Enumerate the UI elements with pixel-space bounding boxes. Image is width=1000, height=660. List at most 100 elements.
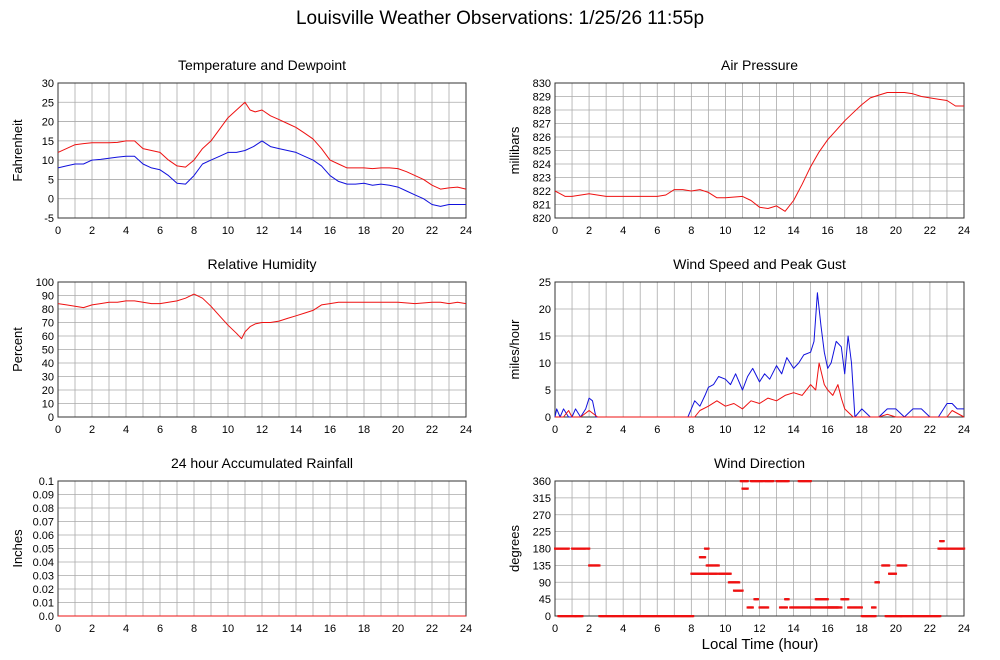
direction-point <box>942 540 945 543</box>
series-line-red <box>57 101 467 190</box>
direction-point <box>826 598 829 601</box>
x-tick-label: 4 <box>123 623 129 635</box>
direction-point <box>809 480 812 483</box>
y-tick-label: 0 <box>545 412 551 424</box>
y-tick-label: 5 <box>48 174 54 186</box>
x-tick-label: 10 <box>719 225 731 237</box>
direction-point <box>729 572 732 575</box>
x-tick-label: 24 <box>958 225 970 237</box>
plot-frame <box>57 281 467 418</box>
x-tick-label: 22 <box>924 225 936 237</box>
y-tick-label: 15 <box>539 331 551 343</box>
direction-point <box>746 480 749 483</box>
y-tick-label: 100 <box>36 277 54 289</box>
y-tick-label: 0.0 <box>39 611 54 623</box>
x-tick-label: 14 <box>290 424 302 436</box>
y-tick-label: 50 <box>42 345 54 357</box>
series-line-blue <box>57 140 466 207</box>
x-tick-label: 16 <box>324 623 336 635</box>
direction-point <box>588 547 591 550</box>
x-tick-label: 24 <box>958 623 970 635</box>
x-tick-label: 24 <box>958 424 970 436</box>
x-tick-label: 0 <box>552 424 558 436</box>
y-tick-label: 825 <box>533 146 551 158</box>
chart-title: Air Pressure <box>721 57 798 73</box>
direction-point <box>705 572 708 575</box>
y-tick-label: 0.09 <box>33 490 54 502</box>
direction-point <box>584 547 587 550</box>
y-tick-label: 10 <box>42 155 54 167</box>
x-tick-label: 0 <box>552 225 558 237</box>
y-tick-label: 822 <box>533 186 551 198</box>
x-tick-label: 14 <box>787 623 799 635</box>
direction-point <box>741 589 744 592</box>
y-tick-label: 10 <box>42 399 54 411</box>
y-tick-label: 225 <box>533 527 551 539</box>
x-tick-label: 22 <box>924 424 936 436</box>
direction-point <box>756 598 759 601</box>
x-tick-label: 12 <box>753 424 765 436</box>
direction-point <box>785 606 788 609</box>
x-tick-label: 12 <box>753 623 765 635</box>
y-tick-label: 360 <box>533 476 551 488</box>
y-axis-label: degrees <box>507 525 522 572</box>
x-tick-label: 0 <box>552 623 558 635</box>
x-tick-label: 2 <box>586 424 592 436</box>
direction-point <box>894 572 898 575</box>
x-tick-label: 2 <box>586 623 592 635</box>
plot-frame <box>57 82 467 219</box>
y-tick-label: 80 <box>42 304 54 316</box>
y-tick-label: 70 <box>42 318 54 330</box>
direction-point <box>598 564 601 567</box>
x-tick-label: 12 <box>256 225 268 237</box>
x-tick-label: 14 <box>290 225 302 237</box>
x-tick-label: 0 <box>55 225 61 237</box>
y-tick-label: 830 <box>533 78 551 90</box>
direction-point <box>877 581 880 584</box>
x-tick-label: 4 <box>123 424 129 436</box>
direction-point <box>836 606 840 609</box>
y-tick-label: 315 <box>533 493 551 505</box>
x-tick-label: 12 <box>753 225 765 237</box>
x-tick-label: 4 <box>620 623 626 635</box>
direction-point <box>940 547 944 550</box>
chart-title: Wind Speed and Peak Gust <box>673 256 846 272</box>
x-tick-label: 6 <box>157 424 163 436</box>
y-tick-label: 5 <box>545 385 551 397</box>
x-tick-label: 22 <box>924 623 936 635</box>
x-tick-label: 20 <box>392 623 404 635</box>
x-tick-label: 22 <box>426 424 438 436</box>
direction-point <box>939 615 942 618</box>
y-tick-label: 827 <box>533 119 551 131</box>
direction-point <box>963 547 966 550</box>
direction-point <box>787 480 790 483</box>
y-tick-label: 0.1 <box>39 476 54 488</box>
x-tick-label: 10 <box>222 623 234 635</box>
x-tick-label: 16 <box>822 623 834 635</box>
y-tick-label: 180 <box>533 544 551 556</box>
x-tick-label: 18 <box>856 225 868 237</box>
x-tick-label: 2 <box>89 623 95 635</box>
x-tick-label: 8 <box>688 225 694 237</box>
x-tick-label: 12 <box>256 623 268 635</box>
y-tick-label: 20 <box>42 117 54 129</box>
chart-title: 24 hour Accumulated Rainfall <box>171 455 353 471</box>
x-tick-label: 24 <box>460 225 472 237</box>
y-tick-label: 20 <box>539 304 551 316</box>
chart-title: Temperature and Dewpoint <box>178 57 346 73</box>
y-tick-label: 60 <box>42 331 54 343</box>
x-tick-label: 20 <box>890 424 902 436</box>
direction-point <box>707 547 710 550</box>
x-tick-label: 6 <box>157 623 163 635</box>
y-axis-label: Fahrenheit <box>10 119 25 182</box>
series-line-red <box>554 92 964 212</box>
x-tick-label: 4 <box>620 225 626 237</box>
y-tick-label: 0.02 <box>33 584 54 596</box>
y-tick-label: 25 <box>539 277 551 289</box>
y-tick-label: 821 <box>533 200 551 212</box>
series-line-red <box>555 362 965 418</box>
plot-frame <box>554 82 965 219</box>
